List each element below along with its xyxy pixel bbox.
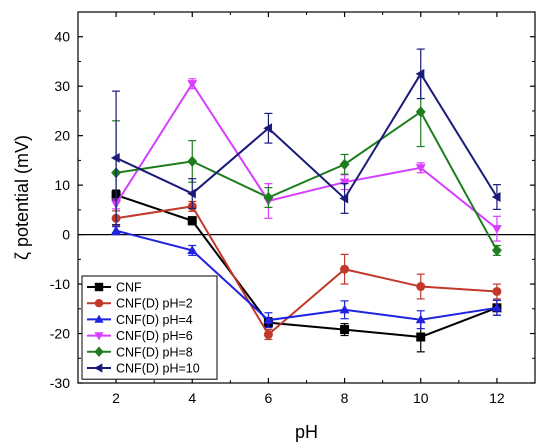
data-point <box>187 216 197 226</box>
data-point <box>415 164 426 173</box>
legend-marker <box>94 299 104 308</box>
series-4 <box>111 78 502 242</box>
data-point <box>263 191 274 204</box>
series-6 <box>110 48 501 226</box>
y-tick-label: 30 <box>54 78 70 94</box>
data-point <box>263 123 273 134</box>
x-tick-label: 2 <box>112 390 120 406</box>
series-line <box>115 110 498 251</box>
legend-box <box>81 275 218 380</box>
data-point <box>110 152 120 163</box>
legend-marker <box>94 332 104 341</box>
legend-entry: CNF <box>116 281 142 295</box>
y-tick-label: -30 <box>50 375 70 391</box>
data-point <box>491 225 502 234</box>
legend-marker <box>94 314 104 323</box>
legend-entry: CNF(D) pH=2 <box>116 297 193 311</box>
x-axis-label: pH <box>295 422 318 442</box>
y-tick-label: 10 <box>54 177 70 193</box>
data-point <box>416 332 426 342</box>
series-2 <box>111 200 502 341</box>
legend-marker <box>94 282 104 292</box>
data-point <box>491 302 502 312</box>
legend-entry: CNF(D) pH=10 <box>116 362 200 376</box>
series-line <box>115 205 497 337</box>
y-axis-label: ζ potential (mV) <box>12 135 32 260</box>
legend-entry: CNF(D) pH=6 <box>116 329 193 343</box>
series-line <box>115 229 498 322</box>
legend-entry: CNF(D) pH=4 <box>116 313 193 327</box>
data-point <box>491 244 502 257</box>
x-tick-label: 6 <box>265 390 273 406</box>
data-point <box>416 282 426 292</box>
data-point <box>111 225 122 235</box>
x-axis: 2 4 6 8 10 12 <box>77 12 536 406</box>
data-point <box>263 330 273 340</box>
y-tick-label: -20 <box>50 326 70 342</box>
data-point <box>187 188 196 199</box>
legend-marker <box>94 363 103 373</box>
data-point <box>339 178 350 188</box>
series-line <box>115 194 498 339</box>
x-tick-label: 10 <box>413 390 429 406</box>
series-layer <box>110 48 502 353</box>
y-tick-label: 0 <box>62 227 70 243</box>
data-point <box>339 304 350 314</box>
data-point <box>415 314 426 324</box>
data-point <box>187 245 198 255</box>
y-tick-label: -10 <box>50 276 70 292</box>
data-point <box>339 193 349 204</box>
data-point <box>339 158 350 170</box>
y-tick-label: 20 <box>54 128 70 144</box>
series-line <box>115 81 498 230</box>
data-point <box>340 264 350 274</box>
data-point <box>492 286 502 296</box>
series-line <box>115 71 498 201</box>
data-point <box>415 68 425 79</box>
x-tick-label: 12 <box>489 390 505 406</box>
series-5 <box>111 76 502 257</box>
legend: CNF CNF(D) pH=2 CNF(D) pH=4 CNF(D) pH=6 CNF(… <box>81 275 218 380</box>
data-point <box>491 192 501 202</box>
legend-marker <box>94 346 104 358</box>
x-tick-label: 8 <box>341 390 349 406</box>
series-3 <box>111 225 502 330</box>
y-tick-label: 40 <box>54 29 70 45</box>
data-point <box>187 80 198 89</box>
legend-entry: CNF(D) pH=8 <box>116 345 193 359</box>
y-axis: -30 -20 -10 0 10 20 30 40 <box>50 29 535 391</box>
data-point <box>187 155 198 168</box>
data-point <box>263 315 274 324</box>
data-point <box>340 325 350 335</box>
x-tick-label: 4 <box>188 390 196 406</box>
data-point <box>415 106 426 118</box>
